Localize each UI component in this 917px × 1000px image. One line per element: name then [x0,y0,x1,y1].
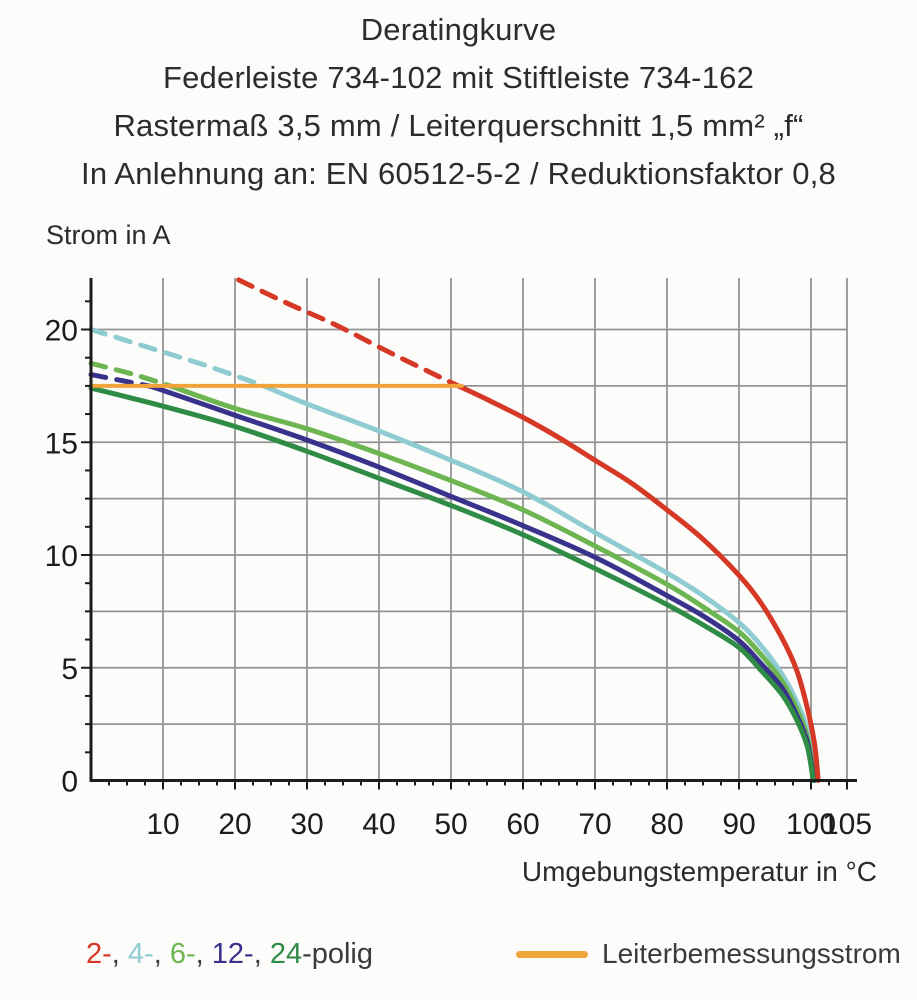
x-tick-label: 80 [650,808,683,841]
curve-6-polig-dashed [88,360,173,389]
rated-current-legend: Leiterbemessungsstrom [516,938,901,970]
y-tick-label: 0 [61,766,78,799]
curve-2-polig-dashed [236,277,461,389]
legend-separator: , [153,938,170,970]
y-tick-label: 15 [45,427,78,460]
gridlines [91,278,848,781]
x-axis-title: Umgebungstemperatur in °C [521,856,877,887]
curve-4-polig [261,383,818,783]
x-tick-label: 100 [786,808,836,841]
pole-count-2: 2- [86,938,112,970]
y-tick-label: 5 [61,653,78,686]
y-axis-title: Strom in A [46,220,171,250]
x-tick-label: 90 [722,808,755,841]
x-tick-label: 70 [578,808,611,841]
poles-legend: 2-, 4-, 6-, 12-, 24-polig [86,938,373,971]
x-tick-label: 50 [434,808,467,841]
legend-separator: , [195,938,212,970]
rated-current-label: Leiterbemessungsstrom [602,938,901,969]
axis-ticks [81,300,848,790]
curve-6-polig [167,383,818,783]
axes [89,278,857,782]
x-tick-label: 105 [822,808,872,841]
curve-4-polig-dashed [88,327,267,389]
pole-count-6: 6- [169,938,196,970]
legend-separator: , [253,938,270,970]
x-tick-label: 30 [290,808,323,841]
x-tick-label: 40 [362,808,395,841]
curve-12-polig [146,383,817,783]
x-tick-label: 60 [506,808,539,841]
y-tick-label: 20 [45,315,78,348]
rated-current-line-swatch [516,950,588,958]
curves [88,277,821,783]
pole-count-4: 4- [127,938,154,970]
curve-2-polig [455,383,821,783]
y-tick-label: 10 [45,540,78,573]
poles-legend-suffix: -polig [302,938,374,970]
title-line-3: Rastermaß 3,5 mm / Leiterquerschnitt 1,5… [113,108,804,143]
legend-separator: , [111,938,128,970]
title-line-1: Deratingkurve [360,12,557,47]
title-line-2: Federleiste 734-102 mit Stiftleiste 734-… [162,60,755,95]
chart-title-block: Deratingkurve Federleiste 734-102 mit St… [0,6,917,198]
title-line-4: In Anlehnung an: EN 60512-5-2 / Reduktio… [81,156,836,191]
x-tick-label: 10 [146,808,179,841]
pole-count-12: 12- [211,938,254,970]
curve-24-polig [88,385,816,783]
x-tick-label: 20 [218,808,251,841]
pole-count-24: 24 [269,938,303,970]
